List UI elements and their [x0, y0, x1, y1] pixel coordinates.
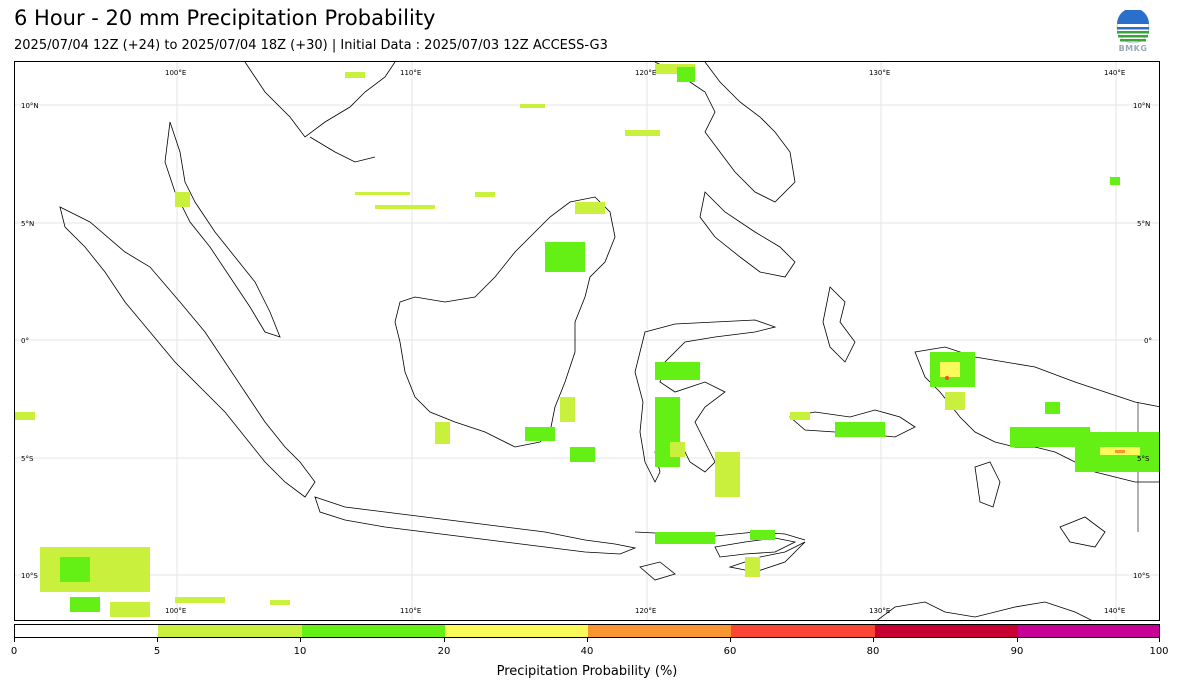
- colorbar-segment: [158, 625, 302, 637]
- lon-label-top: 100°E: [165, 69, 186, 77]
- colorbar-tick: [157, 638, 158, 642]
- grid-labels: 100°E 110°E 120°E 130°E 140°E 100°E 110°…: [21, 69, 1152, 615]
- lat-label-left: 0°: [21, 337, 29, 345]
- colorbar-tick-label: 90: [1010, 646, 1024, 657]
- precipitation-map: 100°E 110°E 120°E 130°E 140°E 100°E 110°…: [14, 61, 1160, 621]
- colorbar-tick: [873, 638, 874, 642]
- lon-label-bottom: 100°E: [165, 607, 186, 615]
- colorbar-tick: [1159, 638, 1160, 642]
- chart-subtitle: 2025/07/04 12Z (+24) to 2025/07/04 18Z (…: [14, 38, 608, 53]
- colorbar-segment: [874, 625, 1018, 637]
- colorbar-segment: [444, 625, 588, 637]
- colorbar-segment: [731, 625, 875, 637]
- colorbar-tick: [444, 638, 445, 642]
- lon-label-bottom: 110°E: [400, 607, 421, 615]
- colorbar-tick-label: 5: [153, 646, 161, 657]
- colorbar-tick-label: 0: [10, 646, 18, 657]
- colorbar-tick-label: 100: [1149, 646, 1169, 657]
- colorbar-tick: [1017, 638, 1018, 642]
- lon-label-top: 130°E: [869, 69, 890, 77]
- gridlines: [15, 62, 1159, 620]
- colorbar-tick-label: 60: [723, 646, 737, 657]
- lat-label-right: 5°S: [1137, 455, 1150, 463]
- lat-label-left: 5°N: [21, 220, 34, 228]
- chart-title: 6 Hour - 20 mm Precipitation Probability: [14, 6, 436, 30]
- lat-label-left: 5°S: [21, 455, 34, 463]
- colorbar-segment: [301, 625, 445, 637]
- colorbar-segment: [588, 625, 732, 637]
- lat-label-left: 10°N: [21, 102, 39, 110]
- lon-label-bottom: 120°E: [635, 607, 656, 615]
- colorbar-tick: [14, 638, 15, 642]
- lon-label-top: 110°E: [400, 69, 421, 77]
- colorbar-label: Precipitation Probability (%): [496, 664, 678, 679]
- lat-label-right: 0°: [1144, 337, 1152, 345]
- lat-label-right: 5°N: [1137, 220, 1150, 228]
- lat-label-right: 10°S: [1133, 572, 1150, 580]
- colorbar-segment: [1017, 625, 1159, 637]
- lat-label-right: 10°N: [1133, 102, 1151, 110]
- colorbar-segment: [15, 625, 159, 637]
- precip-patches: [15, 64, 1159, 617]
- colorbar-tick-label: 20: [437, 646, 451, 657]
- bmkg-logo: [1116, 10, 1150, 44]
- colorbar-tick-label: 10: [293, 646, 307, 657]
- colorbar-tick: [587, 638, 588, 642]
- logo-text: BMKG: [1118, 44, 1148, 53]
- lon-label-bottom: 140°E: [1104, 607, 1125, 615]
- coastlines: [59, 62, 1159, 620]
- colorbar-tick-label: 80: [866, 646, 880, 657]
- colorbar-tick-label: 40: [580, 646, 594, 657]
- lat-label-left: 10°S: [21, 572, 38, 580]
- lon-label-bottom: 130°E: [869, 607, 890, 615]
- colorbar-tick: [300, 638, 301, 642]
- lon-label-top: 120°E: [635, 69, 656, 77]
- colorbar: [14, 624, 1160, 638]
- colorbar-tick: [730, 638, 731, 642]
- lon-label-top: 140°E: [1104, 69, 1125, 77]
